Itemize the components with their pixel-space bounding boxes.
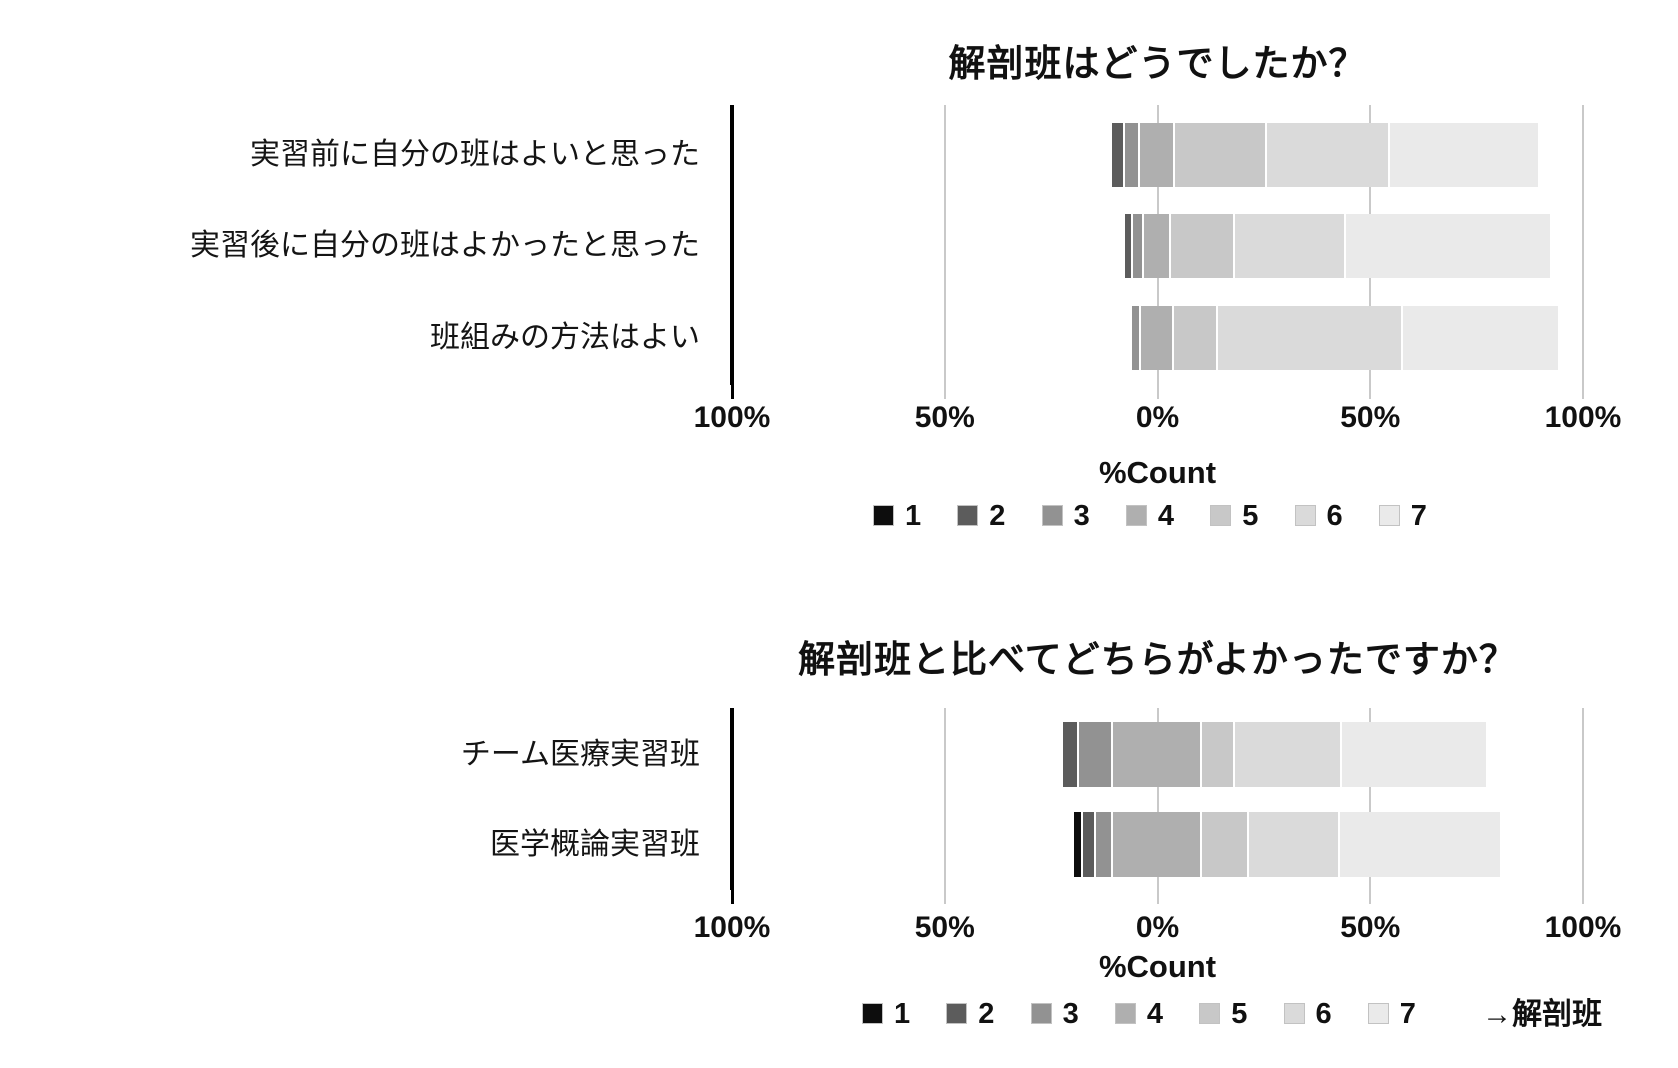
axis-tick-label: 50% — [914, 401, 975, 434]
axis-tick-label: 50% — [914, 911, 975, 944]
axis-tick-label: 100% — [693, 401, 771, 434]
axis-tick-label: 100% — [1544, 911, 1622, 944]
x-axis-label: %Count — [1098, 455, 1217, 490]
chart-title: 解剖班と比べてどちらがよかったですか？ — [798, 639, 1517, 680]
category-label: 実習前に自分の班はよいと思った — [250, 138, 700, 171]
axis-tick-label: 50% — [1340, 401, 1401, 434]
axis-tick-0pct — [1156, 890, 1159, 904]
axis-tick--100pct — [731, 890, 734, 904]
bar-segment-3 — [1132, 214, 1144, 278]
bar-segment-5 — [1171, 214, 1236, 278]
legend-swatch-5 — [1210, 505, 1232, 526]
bar-segment-4 — [1112, 722, 1203, 787]
bar-segment-6 — [1267, 123, 1390, 187]
bar-segment-6 — [1235, 214, 1346, 278]
bar-segment-3 — [1078, 722, 1113, 787]
y-axis-line — [730, 105, 734, 385]
bar-segment-5 — [1173, 306, 1218, 370]
bar-segment-3 — [1132, 306, 1142, 370]
bar-segment-2 — [1083, 812, 1097, 877]
x-axis-label: %Count — [1098, 949, 1217, 984]
bar-segment-7 — [1345, 214, 1551, 278]
axis-tick-label: 100% — [1544, 401, 1622, 434]
gridline-100pct — [1582, 105, 1584, 385]
bar-segment-1 — [1060, 722, 1063, 787]
gridline-0pct — [1156, 708, 1159, 890]
category-label: チーム医療実習班 — [460, 737, 700, 771]
gridline-50pct — [1369, 708, 1372, 890]
axis-tick-label: 0% — [1135, 911, 1180, 944]
legend-label-5: 5 — [1231, 998, 1248, 1030]
bar-segment-5 — [1201, 812, 1249, 877]
bar-segment-6 — [1248, 812, 1341, 877]
legend-label-6: 6 — [1315, 998, 1332, 1030]
axis-tick-100pct — [1582, 890, 1584, 904]
legend-swatch-1 — [862, 1003, 883, 1024]
bar-segment-7 — [1340, 812, 1500, 877]
legend-label-6: 6 — [1326, 500, 1343, 532]
bar-segment-7 — [1402, 306, 1558, 370]
chart-title: 解剖班はどうでしたか？ — [948, 43, 1367, 84]
legend-swatch-6 — [1283, 1003, 1305, 1024]
bar-segment-2 — [1062, 722, 1079, 787]
gridline-100pct — [1582, 708, 1584, 890]
legend-label-1: 1 — [894, 998, 911, 1030]
axis-tick-label: 100% — [693, 911, 771, 944]
legend-swatch-7 — [1378, 505, 1400, 526]
bar-segment-2 — [1112, 123, 1125, 187]
bar-segment-3 — [1124, 123, 1141, 187]
gridline--50pct — [943, 105, 946, 385]
legend-swatch-6 — [1294, 505, 1316, 526]
legend-swatch-2 — [957, 505, 979, 526]
axis-tick--100pct — [731, 385, 734, 399]
legend-swatch-3 — [1041, 505, 1063, 526]
axis-tick-100pct — [1582, 385, 1584, 399]
gridline--50pct — [943, 708, 946, 890]
legend-label-3: 3 — [1062, 998, 1079, 1030]
legend-swatch-2 — [946, 1003, 968, 1024]
y-axis-line — [730, 708, 734, 890]
legend-label-7: 7 — [1410, 500, 1427, 532]
category-label: 医学概論実習班 — [490, 827, 700, 861]
bar-segment-7 — [1389, 123, 1538, 187]
legend-swatch-3 — [1030, 1003, 1052, 1024]
category-label: 実習後に自分の班はよかったと思った — [190, 229, 700, 262]
legend-label-3: 3 — [1073, 500, 1090, 532]
bar-segment-5 — [1174, 123, 1268, 187]
axis-tick-0pct — [1156, 385, 1159, 399]
bar-segment-2 — [1124, 214, 1133, 278]
bar-segment-6 — [1235, 722, 1343, 787]
bar-segment-7 — [1342, 722, 1487, 787]
axis-tick-label: 50% — [1340, 911, 1401, 944]
legend-swatch-4 — [1114, 1003, 1136, 1024]
axis-tick-50pct — [1369, 890, 1372, 904]
legend-label-5: 5 — [1242, 500, 1259, 532]
legend-label-1: 1 — [905, 500, 922, 532]
legend-label-2: 2 — [978, 998, 995, 1030]
axis-tick-label: 0% — [1135, 401, 1180, 434]
legend-label-4: 4 — [1146, 998, 1164, 1030]
legend-label-2: 2 — [989, 500, 1006, 532]
category-label: 班組みの方法はよい — [430, 321, 700, 354]
legend-swatch-4 — [1125, 505, 1147, 526]
legend-note-arrow: →解剖班 — [1482, 998, 1603, 1031]
legend-label-4: 4 — [1157, 500, 1175, 532]
bar-segment-3 — [1096, 812, 1114, 877]
bar-segment-5 — [1202, 722, 1236, 787]
bar-segment-4 — [1140, 123, 1175, 187]
bar-segment-6 — [1217, 306, 1403, 370]
axis-tick--50pct — [943, 890, 946, 904]
legend-swatch-1 — [873, 505, 894, 526]
legend-swatch-7 — [1367, 1003, 1389, 1024]
legend-swatch-5 — [1199, 1003, 1221, 1024]
bar-segment-1 — [1074, 812, 1084, 877]
bar-segment-4 — [1113, 812, 1202, 877]
legend-label-7: 7 — [1399, 998, 1416, 1030]
axis-tick--50pct — [943, 385, 946, 399]
bar-segment-4 — [1143, 214, 1172, 278]
bar-segment-4 — [1141, 306, 1174, 370]
axis-tick-50pct — [1369, 385, 1372, 399]
